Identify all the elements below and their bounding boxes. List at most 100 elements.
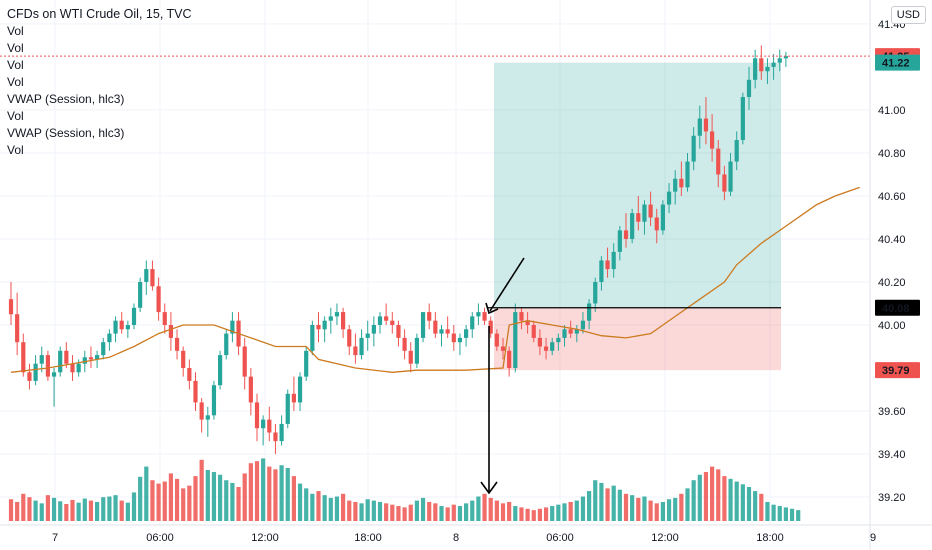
volume-bar [8, 499, 14, 521]
volume-bar [648, 500, 653, 521]
candle-body [107, 333, 112, 343]
candle-body [310, 324, 315, 351]
candle-body [261, 419, 266, 429]
candle-body [95, 355, 100, 360]
volume-bar [187, 485, 192, 521]
candle-body [482, 312, 487, 321]
indicator-label[interactable]: Vol [7, 143, 24, 157]
time-tick-label: 7 [52, 532, 58, 544]
volume-bar [248, 463, 253, 521]
candle-body [574, 329, 579, 334]
volume-bar [673, 497, 678, 521]
time-tick-label: 12:00 [251, 532, 279, 544]
candle-body [347, 329, 352, 347]
candle-body [58, 350, 63, 373]
volume-bar [464, 503, 469, 521]
candle-body [420, 312, 426, 338]
volume-bar [746, 487, 752, 521]
price-tick-label: 39.40 [878, 449, 906, 461]
volume-bar [562, 503, 567, 521]
candle-body [230, 320, 235, 334]
candle-body [334, 312, 340, 317]
candle-body [513, 312, 518, 369]
candle-body [728, 161, 733, 192]
candle-body [660, 204, 665, 231]
candle-body [322, 320, 327, 330]
time-axis[interactable]: 7 06:00 12:00 18:00 8 06:00 12:00 18:00 9 [0, 524, 932, 544]
volume-bar [21, 493, 26, 521]
volume-bar [679, 493, 684, 521]
candle-body [759, 58, 764, 72]
indicator-label[interactable]: VWAP (Session, hlc3) [7, 92, 125, 106]
candle-body [297, 376, 303, 403]
candle-body [753, 58, 758, 80]
indicator-label[interactable]: Vol [7, 109, 24, 123]
indicator-label[interactable]: VWAP (Session, hlc3) [7, 126, 125, 140]
volume-bar [119, 500, 124, 521]
volume-bar [445, 507, 450, 521]
volume-bar [660, 501, 665, 521]
candle-body [525, 320, 530, 325]
candle-body [673, 178, 678, 192]
indicator-label[interactable]: Vol [7, 58, 24, 72]
price-tick-label: 40.80 [878, 148, 906, 160]
volume-bar [556, 504, 561, 521]
volume-bar [470, 500, 475, 521]
price-label: 40.08 [882, 303, 910, 315]
candle-body [654, 217, 659, 231]
candle-body [494, 333, 499, 347]
volume-bar [297, 483, 303, 521]
indicator-label[interactable]: Vol [7, 75, 24, 89]
vwap-series [10, 186, 860, 373]
volume-bars [8, 458, 801, 521]
candle-body [273, 432, 278, 442]
currency-button[interactable]: USD [890, 6, 926, 24]
volume-bar [666, 499, 672, 521]
candle-body [464, 329, 469, 338]
candle-body [580, 320, 586, 330]
annotations [0, 55, 870, 495]
candle-body [218, 355, 223, 386]
candle-body [8, 299, 14, 315]
volume-bar [623, 493, 629, 521]
candle-body [710, 131, 715, 149]
volume-bar [617, 489, 622, 521]
candle-body [556, 337, 561, 343]
volume-bar [168, 473, 173, 521]
volume-bar [211, 472, 217, 521]
volume-bar [574, 500, 579, 521]
volume-bar [113, 495, 118, 521]
indicator-label[interactable]: Vol [7, 24, 24, 38]
candle-body [131, 307, 137, 325]
volume-bar [45, 495, 50, 521]
price-axis[interactable]: 39.20 39.40 39.60 40.00 40.20 40.40 40.60 40.80… [869, 0, 920, 550]
candle-body [734, 140, 739, 162]
volume-bar [82, 498, 87, 521]
volume-bar [703, 472, 709, 521]
candle-body [371, 324, 376, 334]
volume-bar [765, 501, 770, 521]
candle-body [15, 314, 20, 343]
volume-bar [58, 501, 63, 521]
volume-bar [777, 506, 782, 521]
candle-body [500, 346, 506, 351]
volume-bar [433, 503, 438, 521]
candle-body [507, 350, 512, 369]
volume-bar [371, 500, 376, 521]
volume-bar [420, 497, 426, 521]
candle-body [543, 346, 549, 351]
volume-bar [384, 503, 389, 521]
arrow-diagonal-head [485, 302, 499, 315]
volume-bar [27, 497, 32, 521]
candle-body [470, 316, 475, 330]
candle-body [174, 337, 180, 351]
candle-body [193, 380, 198, 403]
candle-body [279, 423, 284, 442]
volume-bar [402, 507, 407, 521]
candle-body [519, 312, 524, 321]
volume-bar [242, 473, 247, 521]
indicator-label[interactable]: Vol [7, 41, 24, 55]
volume-bar [254, 461, 260, 521]
candle-body [187, 368, 192, 381]
